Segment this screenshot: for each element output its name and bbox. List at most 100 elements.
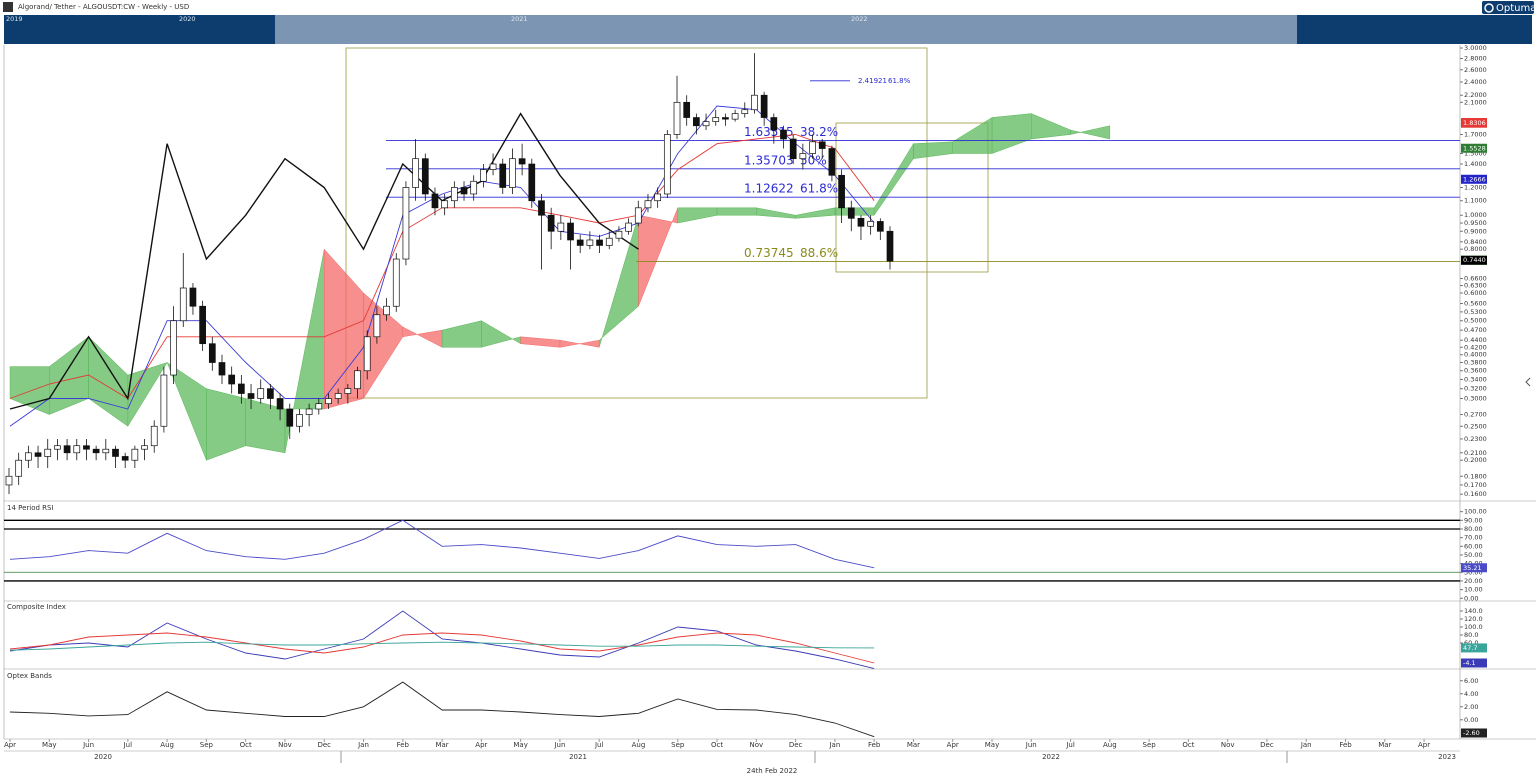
x-tick-label: Apr [947, 741, 959, 749]
x-tick-label: Aug [632, 741, 646, 749]
candle-body [828, 148, 836, 176]
y-tick-label: 0.8400 [1464, 238, 1487, 246]
candle-body [518, 158, 526, 165]
x-tick-label: Aug [1103, 741, 1117, 749]
candle-body [392, 258, 400, 307]
candle-body [528, 163, 536, 202]
candle-body [170, 320, 177, 376]
x-tick-label: Nov [1221, 741, 1235, 749]
indicator-line [9, 519, 875, 569]
candle-body [509, 158, 516, 188]
candle-body [489, 163, 497, 170]
candle-body [789, 138, 797, 160]
x-tick-label: Nov [278, 741, 292, 749]
panel-frames [3, 45, 1536, 752]
candle-body [296, 414, 303, 427]
candle-body [344, 388, 352, 394]
candle-body [257, 388, 265, 399]
candle-body [799, 153, 807, 160]
app-icon[interactable] [3, 2, 13, 12]
y-tick-label: 4.00 [1464, 690, 1478, 698]
ichimoku-cloud [716, 207, 757, 216]
candle-body [131, 448, 139, 461]
navigator-year: 2022 [851, 15, 868, 23]
candle-body [267, 388, 274, 399]
x-tick-label: Oct [1182, 741, 1194, 749]
panel-2 [9, 610, 875, 670]
y-tick-label: 0.8000 [1464, 245, 1487, 253]
candle-body [54, 445, 61, 450]
y-tick-label: 90.00 [1464, 516, 1483, 524]
y-tick-label: 0.1700 [1464, 481, 1487, 489]
y-tick-label: 0.3200 [1464, 385, 1487, 393]
indicator-line [9, 681, 875, 738]
candle-body [208, 343, 216, 363]
candle-body [576, 239, 584, 246]
x-tick-label: Dec [789, 741, 803, 749]
candle-body [238, 383, 245, 394]
candle-body [421, 158, 429, 195]
x-tick-label: Jan [828, 741, 840, 749]
year-label: 2022 [1042, 753, 1060, 761]
fib-price: 2.41921 [858, 77, 887, 85]
candle-body [363, 336, 371, 372]
y-tick-label: 0.00 [1464, 594, 1478, 602]
y-tick-label: 0.5300 [1464, 308, 1487, 316]
x-tick-label: Jul [123, 741, 133, 749]
y-tick-label: 1.2000 [1464, 183, 1487, 191]
candle-body [770, 117, 778, 131]
candle-body [818, 141, 826, 149]
candle-body [141, 445, 148, 450]
y-tick-label: 60.0 [1464, 639, 1478, 647]
candle-body [654, 193, 661, 202]
y-tick-label: 0.4700 [1464, 326, 1487, 334]
y-tick-label: 80.00 [1464, 525, 1483, 533]
candle-body [44, 448, 52, 457]
navigator-window[interactable] [275, 15, 1297, 44]
candle-body [325, 398, 332, 405]
candle-body [247, 393, 255, 399]
value-badge-label: 47.7 [1463, 644, 1477, 652]
candle-body [741, 109, 749, 114]
x-tick-label: Sep [200, 741, 214, 749]
candle-body [557, 222, 565, 232]
y-tick-label: 120.0 [1464, 615, 1483, 623]
candle-body [150, 425, 158, 447]
y-tick-label: 0.9500 [1464, 219, 1487, 227]
ichimoku-cloud [127, 362, 168, 428]
value-badge-label: -2.60 [1463, 729, 1480, 737]
candle-body [5, 475, 13, 486]
candle-body [673, 101, 681, 135]
candle-body [712, 117, 720, 122]
y-tick-label: 2.6000 [1464, 66, 1487, 74]
indicator-line [9, 641, 875, 651]
x-tick-label: Jan [357, 741, 369, 749]
y-tick-label: 0.3600 [1464, 367, 1487, 375]
y-tick-label: 0.00 [1464, 716, 1478, 724]
candle-body [760, 94, 768, 118]
panel-3 [9, 681, 875, 738]
y-tick-label: 2.8000 [1464, 55, 1487, 63]
candle-body [431, 193, 439, 209]
fib-price: 0.73745 [744, 246, 794, 260]
y-tick-label: 0.6300 [1464, 282, 1487, 290]
candle-body [499, 163, 507, 188]
y-tick-label: 0.3000 [1464, 394, 1487, 402]
x-tick-label: Apr [475, 741, 487, 749]
candle-body [199, 305, 206, 345]
brand-logo[interactable] [1482, 1, 1534, 14]
candle-body [315, 403, 323, 410]
fib-ratio: 61.8% [888, 77, 911, 85]
candle-body [702, 121, 710, 127]
fib-ratio: 61.8% [800, 182, 838, 196]
brand-mark [1484, 3, 1494, 13]
collapse-toggle[interactable] [1525, 377, 1531, 387]
year-label: 2023 [1438, 753, 1456, 761]
y-tick-label: 0.4200 [1464, 343, 1487, 351]
value-badge [1461, 143, 1487, 153]
value-badge [1461, 643, 1487, 653]
candle-body [780, 129, 787, 140]
candle-body [596, 239, 603, 246]
y-tick-label: 0.4400 [1464, 336, 1487, 344]
